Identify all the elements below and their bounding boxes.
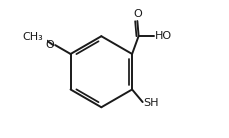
Text: O: O <box>132 9 141 19</box>
Text: O: O <box>45 40 54 50</box>
Text: CH₃: CH₃ <box>22 32 43 42</box>
Text: SH: SH <box>143 98 158 108</box>
Text: HO: HO <box>155 31 172 41</box>
